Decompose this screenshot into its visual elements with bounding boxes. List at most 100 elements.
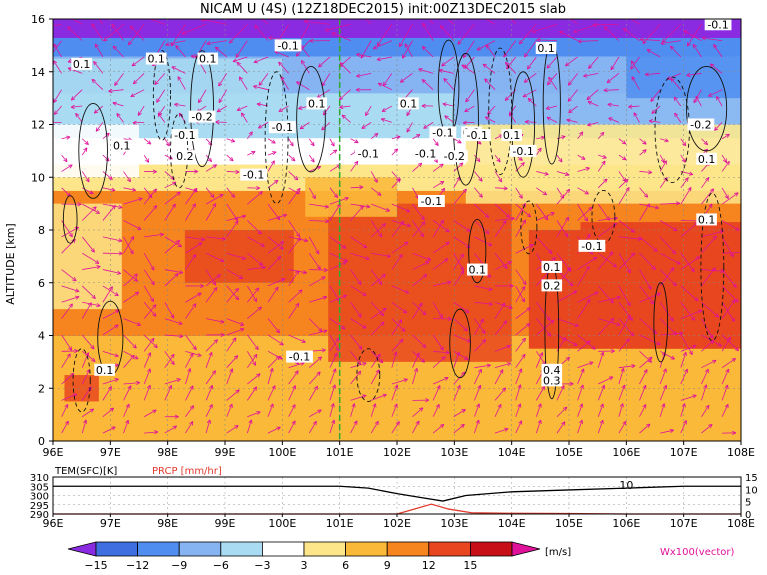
- wind-vector: [288, 385, 296, 401]
- wind-vector: [185, 421, 194, 434]
- wind-vector: [247, 151, 256, 156]
- x-axis-ticks: 96E 97E 98E 99E 100E 101E 102E 103E 104E 105E 106E…: [43, 441, 755, 459]
- wind-vector: [391, 384, 399, 401]
- y-tick-label: 295: [30, 501, 49, 512]
- wind-vectors: [53, 19, 741, 435]
- wind-vector: [639, 384, 647, 401]
- wind-vector: [380, 117, 392, 123]
- wind-vector: [535, 403, 542, 417]
- wind-vector: [548, 76, 558, 90]
- wind-vector: [288, 420, 296, 434]
- wind-vector: [421, 103, 434, 108]
- wind-vector: [82, 301, 101, 308]
- wind-vector: [476, 40, 496, 51]
- wind-vector: [597, 317, 615, 336]
- wind-vector: [102, 286, 113, 303]
- wind-vector: [453, 270, 465, 287]
- colorbar-label: 15: [463, 559, 477, 572]
- wind-vector: [267, 403, 274, 417]
- svg-text:0.2: 0.2: [176, 150, 194, 163]
- wind-vector: [108, 88, 124, 94]
- wind-vector: [618, 403, 624, 417]
- wind-vector: [713, 122, 723, 131]
- wind-vector: [205, 203, 217, 221]
- wind-vector: [474, 154, 481, 163]
- wind-vector: [288, 289, 303, 303]
- wind-vector: [565, 56, 578, 67]
- wind-vector: [680, 154, 686, 163]
- wind-vector: [318, 56, 331, 68]
- wind-vector: [618, 252, 636, 270]
- wind-vector: [556, 334, 578, 346]
- wind-vector: [377, 82, 393, 91]
- contour-label: -0.1: [268, 121, 296, 134]
- wind-vector: [567, 73, 578, 86]
- wind-vector: [102, 269, 122, 275]
- wind-vector: [628, 104, 640, 109]
- wind-vector: [236, 105, 248, 112]
- x-tick-label: 104E: [498, 517, 526, 530]
- wind-vector: [288, 171, 299, 181]
- wind-vector: [391, 285, 410, 294]
- wind-vector: [556, 154, 563, 163]
- svg-text:0.1: 0.1: [400, 97, 418, 110]
- wind-vector: [267, 368, 274, 385]
- wind-vector: [235, 40, 248, 58]
- wind-vector: [308, 154, 315, 163]
- wind-vector: [556, 421, 566, 434]
- wind-vector: [659, 350, 675, 360]
- wind-vector: [164, 351, 175, 366]
- wind-vector: [484, 116, 496, 123]
- wind-vector: [639, 252, 656, 271]
- wind-vector: [494, 403, 502, 417]
- wind-vector: [721, 285, 739, 303]
- wind-vector: [474, 403, 480, 417]
- wind-vector: [406, 122, 413, 133]
- wind-vector: [309, 276, 326, 287]
- wind-vector: [680, 138, 687, 147]
- wind-vector: [412, 407, 424, 418]
- contour-label: -0.1: [286, 350, 313, 364]
- wind-vector: [412, 301, 427, 316]
- wind-vector: [412, 367, 419, 385]
- wind-vector: [214, 46, 227, 58]
- wind-vector: [545, 105, 558, 110]
- wind-vector: [680, 285, 699, 302]
- wind-vector: [412, 134, 421, 140]
- wind-vector: [577, 361, 594, 369]
- wind-vector: [568, 105, 578, 114]
- svg-text:0.1: 0.1: [147, 53, 165, 66]
- wind-vector: [61, 154, 68, 163]
- contour-line: [468, 219, 487, 284]
- wind-vector: [329, 318, 346, 330]
- wind-vector: [144, 232, 164, 238]
- wind-vector: [639, 236, 658, 252]
- wind-vector: [261, 19, 269, 25]
- contour-label: 0.1: [145, 52, 167, 66]
- wind-vector: [267, 138, 276, 144]
- wind-vector: [309, 203, 329, 209]
- wind-vector: [535, 147, 542, 156]
- wind-vector: [350, 362, 367, 369]
- wind-vector: [556, 252, 572, 272]
- wind-vector: [432, 220, 450, 233]
- wind-vector: [258, 122, 269, 129]
- wind-vector: [432, 180, 445, 189]
- wind-vector: [536, 171, 549, 176]
- y-tick-label: 14: [31, 66, 45, 79]
- wind-vector: [206, 318, 225, 324]
- wind-vector: [680, 252, 695, 273]
- wind-vector: [721, 384, 729, 401]
- wind-vector: [175, 45, 186, 58]
- wind-vector: [185, 385, 194, 401]
- wind-vector: [267, 278, 286, 287]
- wind-vector: [453, 318, 468, 332]
- contour-label: -0.1: [704, 19, 732, 31]
- wind-vector: [185, 169, 199, 174]
- wind-vector: [391, 319, 403, 336]
- series-grid: [53, 477, 741, 514]
- wind-vector: [370, 269, 383, 285]
- wind-vector: [205, 339, 218, 352]
- wind-vector: [216, 105, 227, 113]
